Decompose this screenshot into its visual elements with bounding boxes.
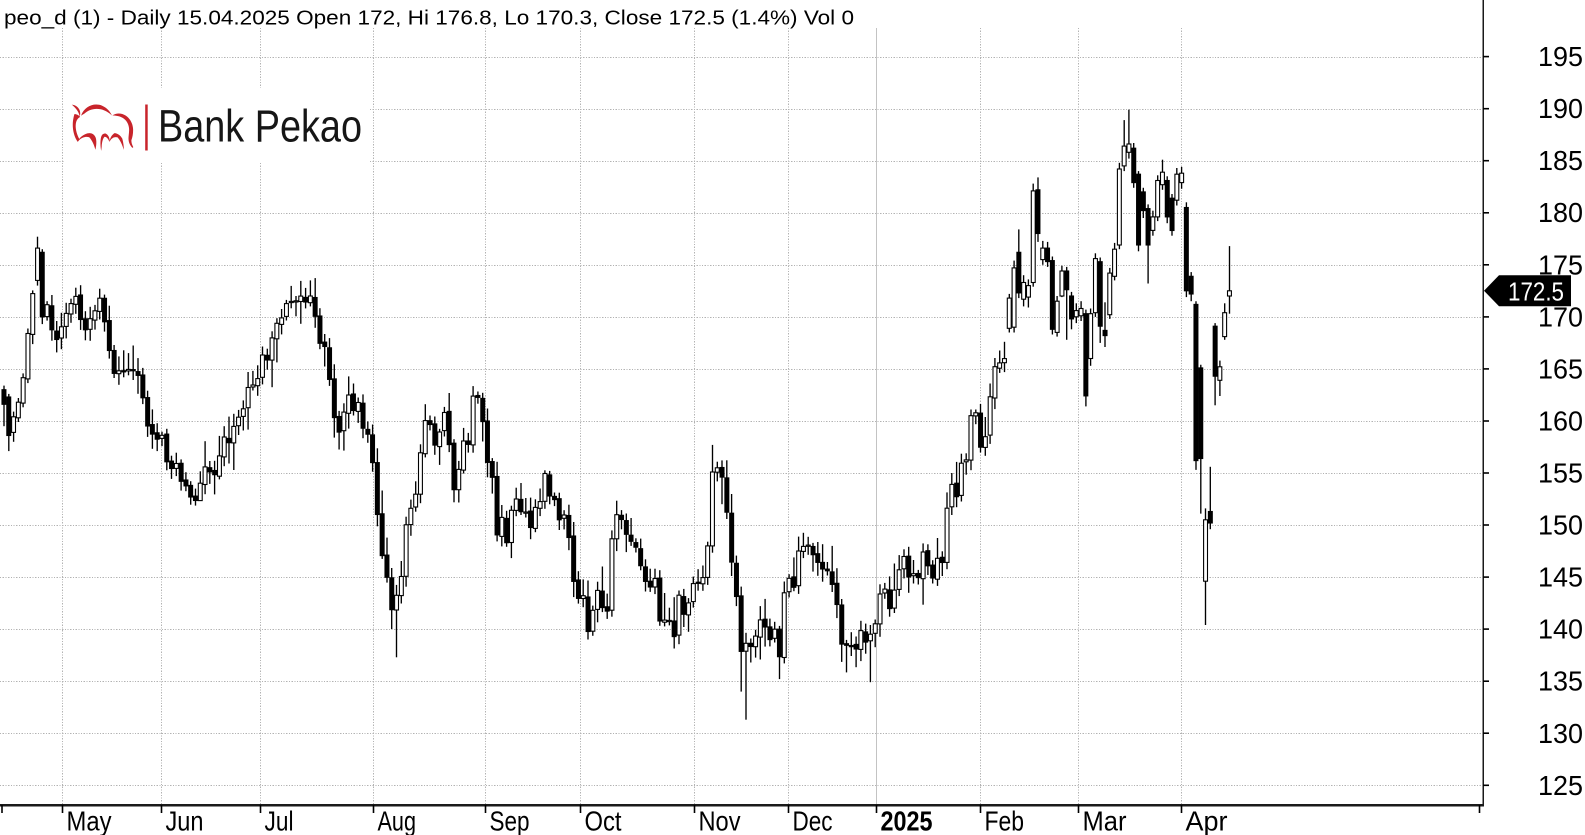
svg-text:195: 195 bbox=[1538, 41, 1583, 72]
svg-text:170: 170 bbox=[1538, 301, 1583, 332]
svg-text:2025: 2025 bbox=[881, 806, 933, 835]
svg-text:Bank Pekao: Bank Pekao bbox=[158, 101, 362, 152]
svg-text:135: 135 bbox=[1538, 666, 1583, 697]
svg-text:165: 165 bbox=[1538, 353, 1583, 384]
svg-text:155: 155 bbox=[1538, 458, 1583, 489]
svg-text:190: 190 bbox=[1538, 93, 1583, 124]
svg-text:Sep: Sep bbox=[490, 806, 530, 835]
svg-text:180: 180 bbox=[1538, 197, 1583, 228]
svg-text:Aug: Aug bbox=[378, 806, 417, 835]
svg-text:172.5: 172.5 bbox=[1508, 276, 1564, 306]
svg-text:Feb: Feb bbox=[985, 806, 1025, 835]
svg-text:Oct: Oct bbox=[585, 806, 622, 835]
svg-text:Dec: Dec bbox=[793, 806, 833, 835]
svg-text:175: 175 bbox=[1538, 249, 1583, 280]
svg-text:140: 140 bbox=[1538, 614, 1583, 645]
svg-text:145: 145 bbox=[1538, 562, 1583, 593]
svg-text:150: 150 bbox=[1538, 510, 1583, 541]
svg-text:May: May bbox=[67, 806, 112, 835]
svg-text:185: 185 bbox=[1538, 145, 1583, 176]
svg-text:Nov: Nov bbox=[699, 806, 741, 835]
svg-text:Jun: Jun bbox=[166, 806, 204, 835]
svg-text:peo_d (1) - Daily 15.04.2025 O: peo_d (1) - Daily 15.04.2025 Open 172, H… bbox=[4, 7, 854, 30]
svg-text:125: 125 bbox=[1538, 770, 1583, 801]
svg-text:Apr: Apr bbox=[1186, 806, 1228, 835]
svg-text:130: 130 bbox=[1538, 718, 1583, 749]
svg-text:Jul: Jul bbox=[265, 806, 294, 835]
svg-text:Mar: Mar bbox=[1083, 806, 1127, 835]
svg-text:160: 160 bbox=[1538, 406, 1583, 437]
